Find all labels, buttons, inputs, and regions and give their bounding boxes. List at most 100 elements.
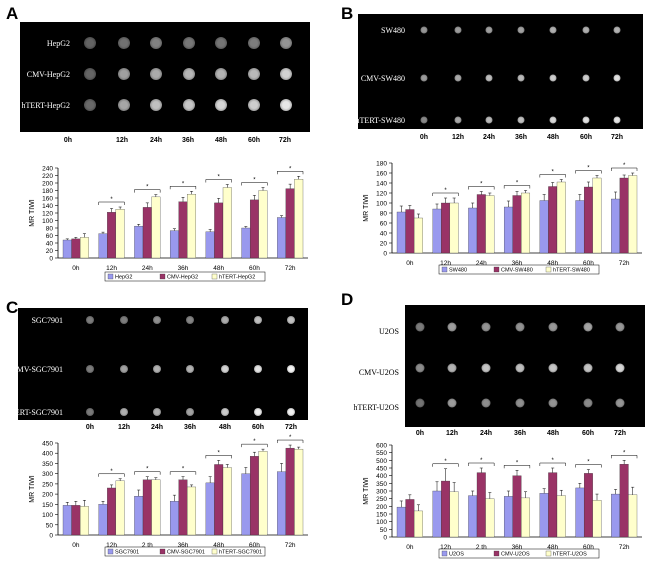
significance-bracket	[241, 182, 268, 186]
bar	[169, 501, 179, 536]
mri-well	[120, 316, 128, 324]
y-tick-label: 300	[42, 471, 53, 478]
y-tick-label: 0	[49, 256, 53, 263]
panel-letter-b: B	[341, 4, 354, 23]
bar	[628, 175, 638, 254]
legend-swatch	[159, 548, 166, 555]
significance-star: *	[516, 181, 519, 187]
mri-well	[549, 116, 557, 124]
legend-box	[104, 546, 266, 557]
legend-label: hTERT-SGC7901	[219, 550, 262, 556]
mri-well	[84, 68, 96, 80]
y-tick-label: 350	[42, 461, 53, 468]
bar	[575, 487, 585, 538]
significance-star: *	[480, 458, 483, 464]
x-tick-label: 24h	[476, 260, 487, 267]
time-label: 12h	[445, 430, 459, 437]
y-tick-label: 80	[46, 226, 54, 233]
bar	[285, 188, 295, 259]
time-label: 24h	[482, 134, 496, 141]
bar	[503, 206, 513, 254]
time-label: 72h	[613, 430, 627, 437]
time-label: 36h	[183, 424, 197, 431]
mri-well	[485, 116, 493, 124]
y-tick-label: 220	[42, 173, 53, 180]
time-label: 48h	[546, 430, 560, 437]
bar-chart-c: 0 50 100 150 200 250 300 350 400 450 MR TIWI * * * * * *…	[29, 435, 308, 557]
significance-bracket	[98, 473, 125, 477]
bar	[277, 471, 287, 536]
mri-well	[221, 365, 229, 373]
bar	[178, 479, 188, 536]
y-tick-label: 60	[380, 221, 388, 228]
mri-well	[548, 322, 558, 332]
mri-well	[447, 398, 457, 408]
legend-swatch	[441, 550, 448, 557]
bar	[432, 208, 442, 254]
significance-bracket	[205, 179, 232, 183]
row-label-sgc7901: SGC7901	[31, 316, 63, 325]
mri-well	[150, 68, 162, 80]
significance-bracket	[134, 189, 161, 193]
mri-well	[280, 37, 292, 49]
legend-label: CMV-SGC7901	[167, 550, 205, 556]
y-tick-label: 40	[380, 231, 388, 238]
panel-letter-c: C	[6, 298, 19, 317]
y-tick-label: 100	[376, 201, 387, 208]
y-tick-label: 200	[42, 492, 53, 499]
significance-star: *	[444, 459, 447, 465]
bar	[241, 473, 251, 536]
mri-well	[118, 68, 130, 80]
mri-well	[215, 68, 227, 80]
bar	[115, 480, 125, 536]
bar	[285, 447, 295, 536]
mri-well	[153, 316, 161, 324]
x-tick-label: 72h	[619, 260, 630, 267]
bar	[62, 239, 72, 259]
bar	[592, 500, 602, 538]
x-tick-label: 72h	[619, 544, 630, 551]
bar	[449, 202, 459, 254]
y-tick-label: 140	[376, 181, 387, 188]
mri-well	[582, 26, 590, 34]
bar	[539, 493, 549, 538]
mri-well	[254, 365, 262, 373]
significance-bracket	[169, 186, 197, 190]
mri-well	[248, 37, 260, 49]
y-tick-label: 40	[46, 241, 54, 248]
legend-label: SGC7901	[115, 550, 139, 556]
y-tick-label: 160	[376, 171, 387, 178]
mri-well	[454, 26, 462, 34]
mri-well	[583, 322, 593, 332]
time-label: 48h	[214, 137, 228, 144]
bar-chart-b: 0 20 40 60 80 100 120 140 160 180 MR TIWI * * * * * * 0h 1…	[363, 161, 642, 275]
legend-swatch	[211, 548, 218, 555]
bar	[548, 186, 558, 254]
x-tick-label: 72h	[285, 542, 296, 549]
significance-star: *	[289, 166, 292, 172]
y-tick-label: 0	[383, 251, 387, 258]
bar	[468, 207, 478, 254]
y-tick-label: 250	[42, 481, 53, 488]
time-label: 72h	[284, 424, 298, 431]
bar	[187, 486, 197, 536]
significance-bracket	[575, 464, 602, 468]
row-label-htert-hepg2: hTERT-HepG2	[21, 101, 70, 110]
bar	[249, 456, 259, 536]
significance-star: *	[146, 467, 149, 473]
significance-bracket	[98, 201, 125, 205]
significance-bracket	[468, 186, 495, 190]
mri-image-hepg2: HepG2 CMV-HepG2 hTERT-HepG2	[20, 22, 310, 132]
bar	[205, 231, 215, 259]
x-tick-label: 36h	[178, 542, 189, 549]
significance-bracket	[468, 462, 495, 466]
panel-letter-d: D	[341, 290, 354, 309]
significance-bracket	[503, 465, 531, 469]
bar	[592, 177, 602, 254]
x-tick-label: 48h	[213, 542, 224, 549]
y-tick-label: 180	[376, 161, 387, 168]
mri-well	[415, 398, 425, 408]
significance-star: *	[623, 163, 626, 169]
significance-bracket	[539, 462, 566, 466]
significance-star: *	[182, 181, 185, 187]
